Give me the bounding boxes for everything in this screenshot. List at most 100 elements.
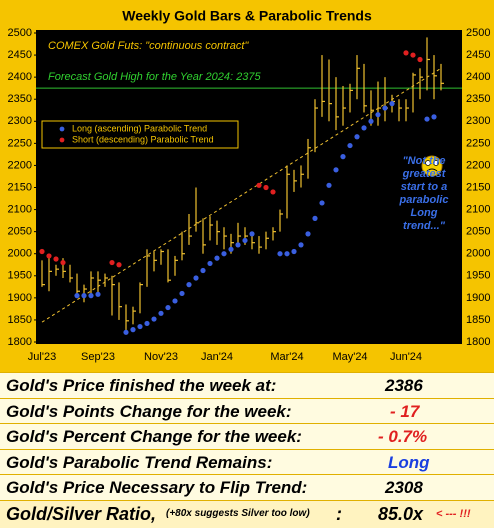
trend-dot (347, 142, 353, 149)
trend-dot (123, 329, 129, 335)
trend-dot (354, 134, 360, 140)
trend-dot (284, 251, 290, 257)
plot-area (36, 30, 462, 344)
legend-label: Short (descending) Parabolic Trend (72, 134, 214, 144)
x-tick-label: Mar'24 (270, 351, 303, 363)
trend-dot (326, 182, 332, 188)
trend-dot (410, 52, 416, 58)
legend-box (41, 120, 239, 149)
trend-dot (116, 262, 122, 268)
table-row: Gold's Price finished the week at: 2386 (0, 372, 494, 398)
trend-dot (305, 231, 311, 237)
trend-dot (263, 184, 269, 191)
trend-dot (235, 242, 241, 248)
trend-dot (144, 320, 150, 327)
trend-dot (228, 246, 234, 252)
trend-dot (60, 259, 66, 266)
y2-tick-label: 1950 (466, 270, 490, 282)
trend-dot (249, 231, 255, 237)
row-value: 2308 (385, 478, 423, 497)
x-tick-label: Jul'23 (28, 351, 56, 363)
y-tick-label: 2050 (8, 226, 32, 238)
trendline (41, 67, 442, 323)
chart: Weekly Gold Bars & Parabolic Trends COME… (7, 7, 491, 363)
x-tick-label: Jun'24 (390, 351, 422, 363)
y2-tick-label: 2350 (466, 93, 490, 105)
y2-tick-label: 1850 (466, 314, 490, 326)
source-note: COMEX Gold Futs: "continuous contract" (48, 40, 249, 52)
y-tick-label: 2400 (8, 71, 32, 83)
ratio-flag: < --- !!! (436, 508, 471, 520)
row-value: - 0.7% (378, 427, 428, 446)
note: "Not the greatest start to a parabolic Long t… (399, 155, 449, 232)
y2-tick-label: 2200 (466, 159, 490, 171)
y-tick-label: 2150 (8, 181, 32, 193)
table-row: Gold's Price Necessary to Flip Trend: 230… (0, 474, 494, 500)
trend-dot (340, 154, 346, 160)
trend-dot (53, 256, 59, 262)
trend-dot (389, 101, 395, 107)
y2-tick-label: 1900 (466, 292, 490, 304)
x-tick-label: Jan'24 (201, 351, 233, 363)
row-label: Gold's Points Change for the week: (6, 401, 292, 421)
y2-tick-label: 2450 (466, 49, 490, 61)
y-tick-label: 2200 (8, 159, 32, 171)
y2-tick-label: 2150 (466, 181, 490, 193)
y2-tick-label: 2300 (466, 115, 490, 127)
y2-tick-label: 2400 (466, 71, 490, 83)
trend-dot (382, 105, 388, 111)
row-label: Gold's Parabolic Trend Remains: (6, 452, 273, 472)
trend-dot (403, 50, 409, 56)
row-value: Long (388, 452, 430, 472)
row-value: - 17 (390, 401, 420, 421)
trend-dot (424, 116, 430, 122)
row-label: Gold's Price finished the week at: (6, 376, 277, 395)
y-tick-label: 2100 (8, 203, 32, 215)
trend-dot (81, 293, 87, 299)
y-tick-label: 2350 (8, 93, 32, 105)
y-tick-label: 1800 (8, 336, 32, 348)
table-row: Gold's Parabolic Trend Remains: Long (0, 448, 494, 475)
x-tick-label: May'24 (332, 351, 367, 363)
y-tick-label: 1950 (8, 270, 32, 282)
row-value: 2386 (385, 376, 423, 395)
y-tick-label: 1850 (8, 314, 32, 326)
trend-dot (193, 275, 199, 281)
table-row: Gold's Percent Change for the week: - 0.7… (0, 423, 494, 449)
y2-tick-label: 2050 (466, 226, 490, 238)
table-row: Gold's Points Change for the week: - 17 (0, 397, 494, 424)
trend-dot (319, 200, 325, 206)
trend-dot (137, 323, 143, 330)
legend-dot (59, 126, 65, 132)
legend-label: Long (ascending) Parabolic Trend (72, 123, 207, 133)
ratio-row: Gold/Silver Ratio, (+80x suggests Silver … (0, 500, 494, 528)
x-tick-label: Nov'23 (144, 351, 178, 363)
trend-dot (270, 189, 276, 195)
y2-tick-label: 2000 (466, 248, 490, 260)
y-tick-label: 2300 (8, 115, 32, 127)
trend-dot (158, 310, 164, 316)
trend-dot (165, 304, 171, 311)
trend-dot (207, 260, 213, 267)
ratio-value: 85.0x (378, 504, 424, 524)
trend-dot (298, 242, 304, 248)
trend-dot (179, 290, 185, 297)
ratio-colon: : (336, 504, 342, 524)
y-tick-label: 2250 (8, 137, 32, 149)
trend-dot (74, 293, 80, 299)
emoji (421, 155, 443, 177)
trend-dot (375, 112, 381, 118)
y2-tick-label: 2100 (466, 203, 490, 215)
legend-dot (59, 137, 65, 143)
trend-dot (214, 255, 220, 261)
y2-tick-label: 1800 (466, 336, 490, 348)
trend-dot (242, 237, 248, 244)
trend-dot (368, 118, 374, 124)
x-tick-label: Sep'23 (81, 351, 115, 363)
y-tick-label: 2450 (8, 49, 32, 61)
trend-dot (88, 293, 94, 299)
y2-tick-label: 2500 (466, 27, 490, 39)
y-tick-label: 1900 (8, 292, 32, 304)
trend-dot (256, 182, 262, 188)
